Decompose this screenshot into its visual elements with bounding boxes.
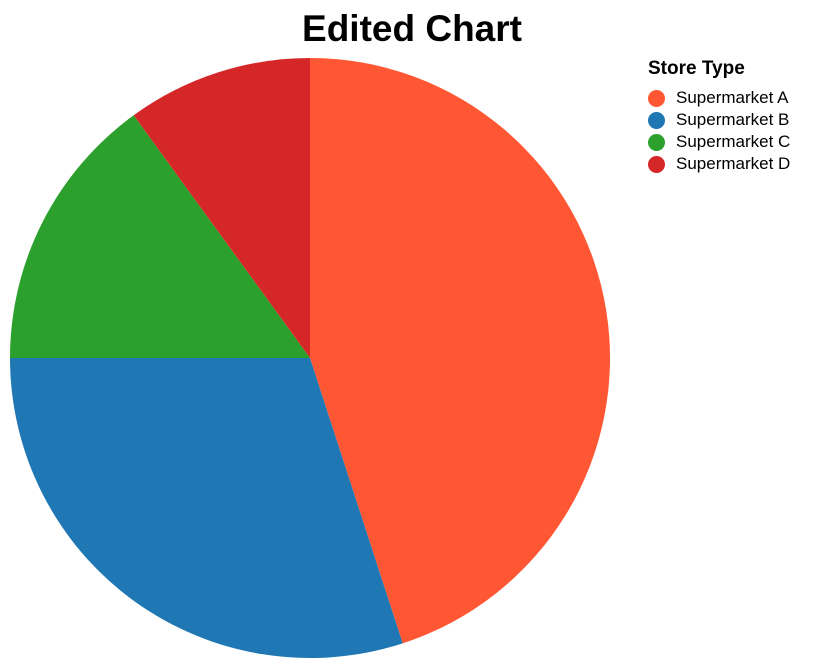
legend-label: Supermarket A [676, 88, 789, 107]
legend-item: Supermarket B [648, 109, 790, 131]
pie-slice-supermarket-a [310, 58, 611, 644]
pie-slice-supermarket-c [9, 115, 310, 358]
legend-item: Supermarket D [648, 153, 790, 175]
legend-items: Supermarket A Supermarket B Supermarket C S… [648, 87, 790, 175]
legend: Store Type Supermarket A Supermarket B Sup… [648, 58, 790, 175]
chart-title: Edited Chart [302, 8, 522, 49]
pie-slice-supermarket-b [9, 358, 403, 659]
pie-slices [9, 58, 611, 659]
legend-swatch [648, 111, 665, 129]
legend-title: Store Type [648, 58, 745, 79]
legend-label: Supermarket C [676, 132, 791, 151]
legend-swatch [648, 133, 665, 151]
legend-swatch [648, 155, 665, 173]
pie-slice-supermarket-d [133, 58, 310, 358]
legend-item: Supermarket A [648, 87, 790, 109]
legend-swatch [648, 89, 665, 107]
legend-label: Supermarket B [676, 110, 790, 129]
legend-item: Supermarket C [648, 131, 790, 153]
legend-label: Supermarket D [676, 154, 791, 173]
